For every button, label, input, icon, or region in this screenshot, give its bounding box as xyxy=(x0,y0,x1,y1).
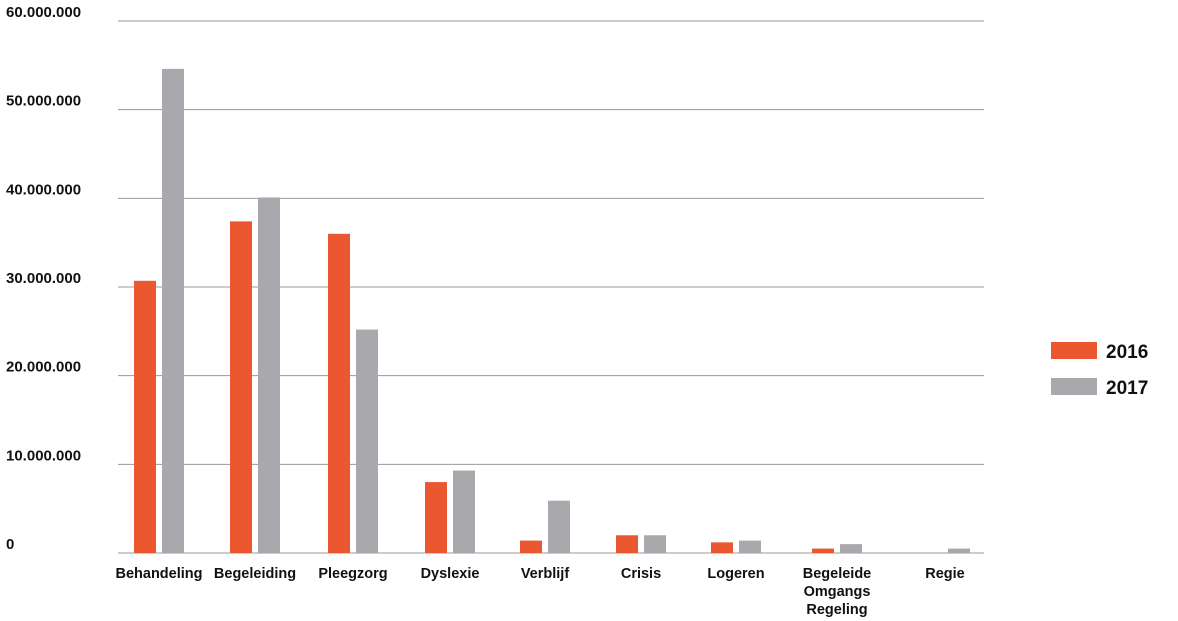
y-tick-label: 40.000.000 xyxy=(6,181,81,198)
category-label: Crisis xyxy=(621,566,661,582)
bar-2016-1 xyxy=(230,221,252,554)
bar-2017-7 xyxy=(840,544,862,553)
bar-2017-5 xyxy=(644,535,666,553)
legend-swatch-2016 xyxy=(1051,342,1097,359)
bar-2016-3 xyxy=(425,482,447,553)
y-tick-label: 10.000.000 xyxy=(6,447,81,464)
legend-label: 2016 xyxy=(1106,342,1148,363)
y-tick-label: 0 xyxy=(6,536,14,553)
category-label: Regeling xyxy=(806,602,867,618)
bar-2016-7 xyxy=(812,548,834,553)
legend: 2016 2017 xyxy=(1051,342,1148,399)
bar-2017-6 xyxy=(739,540,761,553)
bar-2016-4 xyxy=(520,540,542,553)
bar-2016-6 xyxy=(711,542,733,553)
category-label: Logeren xyxy=(707,566,764,582)
category-label: Pleegzorg xyxy=(318,566,387,582)
category-label: Begeleiding xyxy=(214,566,296,582)
bar-2017-1 xyxy=(258,197,280,554)
bar-2017-0 xyxy=(162,68,184,553)
y-axis-ticks: 0 10.000.000 20.000.000 30.000.000 40.000.00… xyxy=(6,4,81,553)
category-label: Dyslexie xyxy=(421,566,480,582)
y-tick-label: 30.000.000 xyxy=(6,270,81,287)
bar-2016-0 xyxy=(134,280,156,553)
bars xyxy=(134,68,970,554)
category-label: Verblijf xyxy=(521,566,570,582)
bar-2016-2 xyxy=(328,233,350,554)
bar-2017-8 xyxy=(948,548,970,553)
category-label: Behandeling xyxy=(115,566,202,582)
bar-2017-3 xyxy=(453,470,475,553)
category-label: Begeleide xyxy=(803,566,872,582)
y-tick-label: 60.000.000 xyxy=(6,4,81,21)
legend-swatch-2017 xyxy=(1051,378,1097,395)
y-tick-label: 20.000.000 xyxy=(6,359,81,376)
legend-label: 2017 xyxy=(1106,378,1148,399)
category-label: Regie xyxy=(925,566,965,582)
bar-2017-4 xyxy=(548,500,570,553)
x-axis-categories: Behandeling Begeleiding Pleegzorg Dyslexie V… xyxy=(115,566,964,618)
y-tick-label: 50.000.000 xyxy=(6,93,81,110)
category-label: Omgangs xyxy=(804,584,871,600)
bar-2017-2 xyxy=(356,329,378,553)
bar-2016-5 xyxy=(616,535,638,553)
